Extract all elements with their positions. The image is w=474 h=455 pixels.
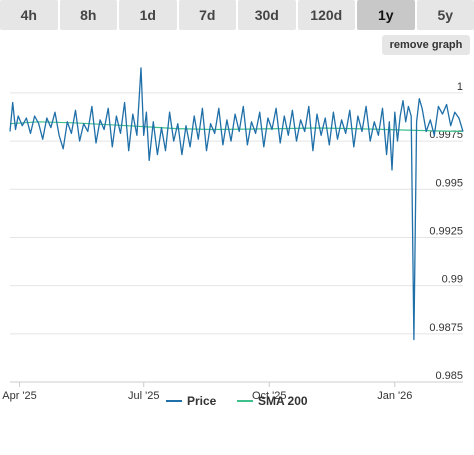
tab-8h[interactable]: 8h (59, 0, 117, 30)
time-range-tabs: 4h 8h 1d 7d 30d 120d 1y 5y (0, 0, 474, 30)
y-tick-label: 0.9975 (429, 129, 463, 141)
tab-1d[interactable]: 1d (119, 0, 177, 30)
x-tick-label: Jul '25 (128, 390, 159, 402)
tab-4h[interactable]: 4h (0, 0, 58, 30)
remove-graph-button[interactable]: remove graph (382, 35, 470, 55)
tab-120d[interactable]: 120d (297, 0, 355, 30)
y-tick-label: 0.985 (435, 370, 463, 382)
y-tick-label: 0.9875 (429, 322, 463, 334)
tab-7d[interactable]: 7d (178, 0, 236, 30)
legend-label[interactable]: Price (187, 394, 217, 408)
x-tick-label: Apr '25 (2, 390, 37, 402)
tab-1y[interactable]: 1y (357, 0, 415, 30)
y-tick-label: 1 (457, 81, 463, 93)
y-tick-label: 0.9925 (429, 225, 463, 237)
x-tick-label: Oct '25 (252, 390, 287, 402)
price-chart: 1 0.9975 0.995 0.9925 0.99 0.9875 0.985 Apr '25… (2, 67, 464, 408)
legend-label[interactable]: SMA 200 (258, 394, 308, 408)
series-line-price (9, 67, 464, 341)
x-tick-label: Jan '26 (377, 390, 412, 402)
y-tick-label: 0.99 (442, 274, 463, 286)
tab-30d[interactable]: 30d (238, 0, 296, 30)
tab-5y[interactable]: 5y (416, 0, 474, 30)
y-tick-label: 0.995 (435, 177, 463, 189)
